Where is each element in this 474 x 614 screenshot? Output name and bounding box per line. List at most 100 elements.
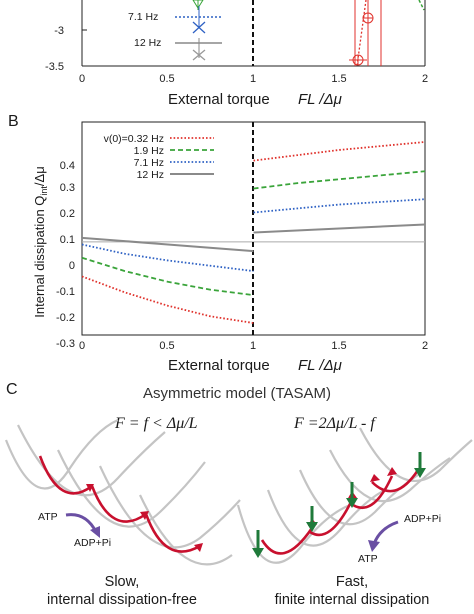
trajectory-segment	[38, 455, 93, 495]
panel-b-ylabel-main: Internal dissipation Q	[32, 196, 47, 318]
arrow-head-icon	[368, 540, 380, 552]
series-line-2-right	[253, 198, 426, 214]
panel-a: -3 -3.5 0 0.5 1 1.5 2 7.1 Hz 12 Hz	[45, 0, 428, 108]
right-atp-label: ATP	[358, 553, 378, 565]
series-line-1-left	[81, 256, 254, 296]
kick-arrow-head-icon	[252, 548, 264, 558]
legend-label: 7.1 Hz	[134, 157, 164, 169]
panel-a-ytick-label: -3	[54, 25, 64, 37]
panel-b-xtick-label: 2	[422, 340, 428, 352]
panel-a-xlabel: External torque	[168, 91, 270, 108]
panel-b-label: B	[8, 113, 19, 130]
chem-reaction-arrow	[372, 520, 399, 545]
panel-a-xtick-label: 1.5	[331, 73, 346, 85]
x-marker-icon	[192, 49, 206, 61]
triangle-marker-icon	[192, 0, 204, 9]
panel-a-xlabel-symbol: FL /Δμ	[298, 91, 342, 108]
arrow-head-icon	[140, 511, 149, 520]
right-caption-line-1: Fast,	[336, 574, 368, 590]
series-line-3-right	[253, 223, 426, 234]
left-adp-label: ADP+Pi	[74, 537, 111, 549]
potential-well	[4, 418, 119, 490]
panel-a-legend-label: 7.1 Hz	[128, 11, 158, 23]
panel-c-right-equation: F =2Δμ/L - f	[293, 415, 377, 432]
panel-a-ytick-label: -3.5	[45, 61, 64, 73]
potential-well	[99, 465, 241, 549]
panel-a-xtick-label: 1	[250, 73, 256, 85]
right-kicks	[252, 452, 426, 558]
panel-b-xlabel: External torque	[168, 357, 270, 374]
panel-c-label: C	[6, 381, 18, 398]
trajectory-segment	[371, 469, 420, 493]
potential-well	[329, 449, 451, 503]
left-atp-label: ATP	[38, 511, 58, 523]
panel-a-xtick-label: 0.5	[159, 73, 174, 85]
panel-b-series	[81, 141, 426, 324]
panel-b-ytick-label: 0.2	[60, 208, 75, 220]
panel-c-title: Asymmetric model (TASAM)	[143, 385, 331, 402]
circle-plus-marker-cross	[363, 13, 373, 23]
panel-b-ylabel-group: Internal dissipation Qint/Δμ	[32, 166, 49, 317]
series-line-0-right	[253, 141, 426, 162]
x-marker-icon	[192, 21, 206, 34]
panel-b-ylabel: Internal dissipation Qint/Δμ	[32, 166, 49, 317]
panel-b-ytick-label: -0.1	[56, 286, 75, 298]
right-adp-label: ADP+Pi	[404, 513, 441, 525]
panel-b-xtick-label: 1	[250, 340, 256, 352]
legend-label: 12 Hz	[137, 169, 164, 181]
panel-b-xlabel-symbol: FL /Δμ	[298, 357, 342, 374]
left-caption-line-1: Slow,	[105, 574, 140, 590]
panel-b-ytick-label: 0.4	[60, 160, 75, 172]
panel-a-legend-label: 12 Hz	[134, 37, 161, 49]
trajectory-segment	[349, 475, 394, 509]
right-caption-line-2: finite internal dissipation	[275, 592, 430, 608]
panel-b-ytick-label: -0.2	[56, 312, 75, 324]
left-trajectory	[38, 455, 203, 553]
panel-b-yticks: 0.4 0.3 0.2 0.1 0 -0.1 -0.2 -0.3	[56, 160, 75, 350]
panel-c: C Asymmetric model (TASAM) F = f < Δμ/L …	[4, 381, 473, 608]
potential-well	[139, 494, 233, 566]
arrow-head-icon	[387, 467, 397, 476]
panel-b: B Internal dissipation Qint/Δμ 0.4 0.3 0…	[8, 113, 428, 374]
kick-arrow-head-icon	[414, 468, 426, 478]
legend-label: v(0)=0.32 Hz	[104, 133, 164, 145]
panel-b-xtick-label: 0	[79, 340, 85, 352]
series-line-0-left	[81, 275, 254, 324]
kick-arrow-head-icon	[346, 498, 358, 508]
potential-well	[236, 503, 351, 564]
panel-a-legend: 7.1 Hz 12 Hz	[128, 0, 222, 61]
arrow-head-icon	[194, 543, 203, 552]
series-line-1-right	[253, 170, 426, 190]
panel-b-xtick-label: 1.5	[331, 340, 346, 352]
panel-a-xtick-label: 2	[422, 73, 428, 85]
series-line-3-left	[81, 236, 254, 253]
series-line-2-left	[81, 243, 254, 272]
panel-b-ylabel-sub: int	[39, 186, 49, 196]
panel-b-ylabel-tail: /Δμ	[32, 166, 47, 186]
panel-b-ytick-label: 0	[69, 260, 75, 272]
panel-b-ytick-label: 0.1	[60, 234, 75, 246]
panel-b-xtick-label: 0.5	[159, 340, 174, 352]
trajectory-segment	[260, 527, 314, 555]
arrow-head-icon	[86, 484, 94, 492]
panel-b-ytick-label: 0.3	[60, 182, 75, 194]
left-caption-line-2: internal dissipation-free	[47, 592, 197, 608]
panel-a-data	[349, 0, 425, 67]
panel-b-ytick-label: -0.3	[56, 338, 75, 350]
potential-well	[359, 427, 473, 482]
potential-well	[266, 489, 386, 547]
kick-arrow-head-icon	[306, 522, 318, 532]
arrow-head-icon	[370, 474, 380, 482]
trajectory-segment	[90, 485, 147, 523]
panel-a-green-curve	[418, 0, 425, 11]
legend-label: 1.9 Hz	[134, 145, 164, 157]
trajectory-segment	[309, 499, 354, 537]
panel-a-xtick-label: 0	[79, 73, 85, 85]
panel-c-left-equation: F = f < Δμ/L	[114, 415, 198, 432]
panel-a-red-curve	[356, 0, 367, 67]
left-energy-landscape	[4, 418, 241, 566]
arrow-head-icon	[90, 526, 100, 538]
trajectory-segment	[144, 513, 201, 553]
